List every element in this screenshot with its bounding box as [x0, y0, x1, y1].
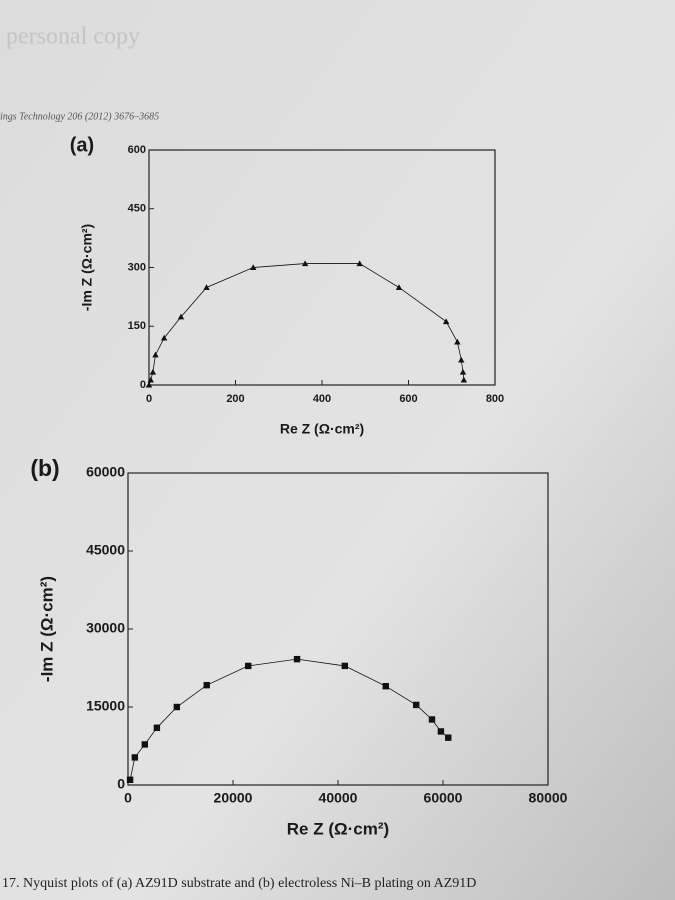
y-tick-label: 30000 [86, 620, 125, 636]
y-tick-label: 150 [128, 320, 146, 332]
marker [145, 381, 153, 388]
x-tick-label: 0 [124, 790, 132, 806]
marker [152, 351, 159, 358]
x-tick-label: 200 [226, 393, 244, 405]
marker [382, 683, 389, 690]
x-tick-label: 600 [399, 393, 417, 405]
x-tick-label: 800 [486, 393, 504, 405]
x-tick-label: 60000 [424, 790, 463, 806]
y-axis-label: -Im Z (Ω·cm²) [37, 576, 56, 682]
marker [341, 662, 349, 670]
y-tick-label: 15000 [86, 698, 125, 714]
marker [459, 368, 467, 375]
marker [356, 260, 363, 267]
y-tick-label: 60000 [86, 464, 125, 480]
marker [177, 313, 185, 320]
y-tick-label: 600 [128, 144, 146, 156]
x-axis-label: Re Z (Ω·cm²) [280, 421, 364, 437]
marker [245, 662, 252, 670]
marker [203, 681, 210, 689]
marker [428, 716, 436, 723]
watermark: personal copy [6, 24, 140, 50]
marker [250, 264, 257, 271]
marker [153, 724, 161, 731]
y-tick-label: 0 [140, 379, 146, 391]
marker [131, 754, 139, 761]
marker [413, 701, 420, 709]
marker [460, 376, 468, 383]
x-tick-label: 20000 [214, 790, 253, 806]
marker [458, 356, 465, 363]
y-tick-label: 45000 [86, 542, 125, 558]
marker [445, 734, 452, 741]
panel-label: (b) [30, 455, 59, 481]
x-tick-label: 400 [313, 393, 331, 405]
marker [442, 318, 450, 325]
y-tick-label: 300 [128, 261, 146, 273]
y-axis-label: -Im Z (Ω·cm²) [79, 224, 95, 311]
y-tick-label: 0 [117, 776, 125, 792]
marker [203, 284, 210, 291]
caption: 17. Nyquist plots of (a) AZ91D substrate… [2, 876, 476, 891]
x-tick-label: 80000 [529, 790, 568, 806]
marker [395, 284, 403, 291]
y-tick-label: 450 [128, 203, 146, 215]
data-line [148, 263, 465, 386]
marker [173, 703, 181, 711]
marker [149, 368, 157, 375]
running-head: ings Technology 206 (2012) 3676–3685 [0, 111, 159, 122]
marker [160, 334, 168, 341]
x-tick-label: 40000 [319, 790, 358, 806]
x-tick-label: 0 [146, 393, 152, 405]
marker [437, 728, 445, 735]
marker [126, 776, 134, 783]
x-axis-label: Re Z (Ω·cm²) [287, 819, 389, 838]
marker [147, 376, 154, 383]
marker [293, 655, 301, 663]
marker [454, 338, 461, 345]
marker [141, 741, 148, 748]
marker [301, 260, 309, 267]
panel-label: (a) [70, 134, 94, 156]
